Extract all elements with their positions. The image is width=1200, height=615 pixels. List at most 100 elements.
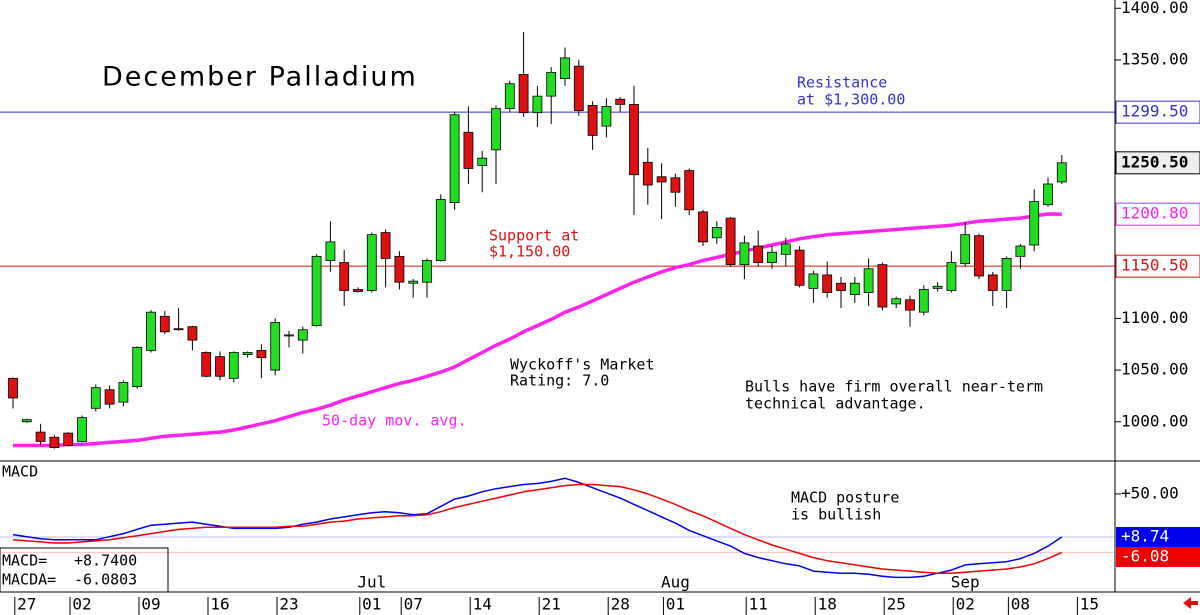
macd-legend-value: +8.7400 <box>74 552 137 570</box>
candle-body <box>601 106 612 127</box>
candle-body <box>684 170 695 211</box>
support-note: Support at <box>489 227 579 245</box>
x-tick-label: 27 <box>17 595 36 614</box>
candle-body <box>974 235 984 277</box>
macd-marker <box>1116 546 1200 567</box>
outlook-note: technical advantage. <box>745 395 926 413</box>
candle-body <box>118 382 129 403</box>
last-close-marker <box>1115 151 1200 175</box>
macd-legend-box <box>0 547 169 593</box>
ma-label: 50-day mov. avg. <box>322 412 467 430</box>
candle-body <box>767 251 777 263</box>
macd-legend-value: -6.0803 <box>74 571 137 589</box>
candle-body <box>132 346 143 388</box>
candle-body <box>739 242 750 266</box>
candle-body <box>297 329 308 341</box>
candle-body <box>463 131 474 169</box>
candle-body <box>656 176 667 183</box>
month-label: Sep <box>951 573 980 592</box>
ma-marker-label: 1200.80 <box>1121 204 1188 223</box>
x-tick-label: 14 <box>473 595 492 614</box>
candle-body <box>77 417 87 442</box>
candle-body <box>794 249 805 286</box>
x-tick-label: 18 <box>818 595 837 614</box>
candle-body <box>863 268 874 293</box>
rating-note: Rating: 7.0 <box>510 372 609 390</box>
y-tick-label: 1400.00 <box>1121 0 1188 17</box>
candle-body <box>187 326 198 341</box>
candle-body <box>422 260 432 283</box>
candle-body <box>698 211 708 243</box>
candle-body <box>642 161 653 186</box>
candle-body <box>63 432 74 446</box>
candle-body <box>836 282 846 291</box>
candle-body <box>408 280 419 284</box>
resistance-note: at $1,300.00 <box>797 91 905 109</box>
candle-body <box>1029 201 1040 246</box>
macd-line <box>12 477 1063 579</box>
candle-body <box>808 273 819 289</box>
x-tick-label: 11 <box>749 595 768 614</box>
ma-marker <box>1115 202 1200 226</box>
candle-body <box>35 431 46 442</box>
candle-body <box>518 74 529 114</box>
x-tick-label: 15 <box>1080 595 1099 614</box>
support-note: $1,150.00 <box>489 243 570 261</box>
candle-body <box>242 352 253 355</box>
candle-body <box>946 262 957 291</box>
candle-body <box>822 274 833 293</box>
candle-body <box>780 243 791 255</box>
candle-body <box>629 104 639 176</box>
month-label: Jul <box>357 573 386 592</box>
candle-body <box>394 255 405 283</box>
macd-line <box>12 483 1063 574</box>
x-tick-label: 09 <box>141 595 160 614</box>
candle-body <box>201 352 212 377</box>
candle-body <box>477 157 488 166</box>
candle-body <box>891 298 902 305</box>
outlook-note: Bulls have firm overall near-term <box>745 378 1043 396</box>
candle-body <box>960 234 971 264</box>
candle-body <box>339 262 350 291</box>
candle-body <box>146 311 156 351</box>
candle-body <box>366 234 377 291</box>
candle-body <box>173 328 184 331</box>
y-tick-label: 1100.00 <box>1121 308 1188 327</box>
x-tick-label: 02 <box>72 595 91 614</box>
x-tick-label: 25 <box>887 595 906 614</box>
x-tick-label: 23 <box>279 595 298 614</box>
last-close-label: 1250.50 <box>1121 152 1188 171</box>
candle-body <box>311 255 322 327</box>
macd-legend-label: MACD= <box>2 552 47 570</box>
macd-marker-label: -6.08 <box>1121 546 1169 565</box>
x-tick-label: 01 <box>666 595 685 614</box>
macd-title: MACD <box>2 463 38 481</box>
candle-body <box>877 264 888 308</box>
candle-body <box>725 217 736 266</box>
macd-legend-label: MACDA= <box>2 571 56 589</box>
scroll-arrow[interactable] <box>1183 597 1198 609</box>
month-label: Aug <box>661 573 690 592</box>
candle-body <box>849 282 860 296</box>
y-tick-label: 1050.00 <box>1121 360 1188 379</box>
candle-body <box>1015 245 1026 257</box>
y-tick-label: 1350.00 <box>1121 49 1188 68</box>
x-tick-label: 08 <box>1011 595 1030 614</box>
x-tick-label: 16 <box>210 595 229 614</box>
candle-body <box>228 352 239 379</box>
candle-body <box>256 350 267 359</box>
candle-body <box>1001 258 1012 291</box>
candle-body <box>491 108 501 151</box>
candle-body <box>615 98 626 105</box>
resistance-note: Resistance <box>797 74 887 92</box>
candle-body <box>449 114 460 204</box>
candle-body <box>532 95 543 114</box>
candle-body <box>573 65 584 112</box>
level-marker-label: 1299.50 <box>1121 102 1188 121</box>
x-tick-label: 07 <box>404 595 423 614</box>
rating-note: Wyckoff's Market <box>510 356 655 374</box>
x-tick-label: 02 <box>956 595 975 614</box>
candle-body <box>1043 183 1053 206</box>
candle-body <box>987 274 998 291</box>
